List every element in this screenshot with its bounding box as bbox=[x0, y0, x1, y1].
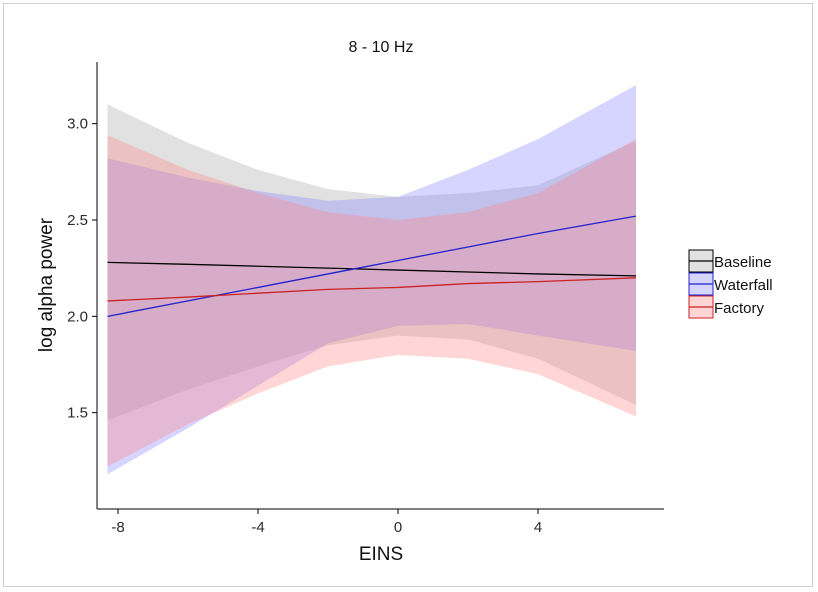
plot-title: 8 - 10 Hz bbox=[349, 39, 414, 56]
x-tick-label: -8 bbox=[111, 519, 124, 536]
legend-label-factory: Factory bbox=[714, 300, 765, 317]
x-tick-label: 4 bbox=[534, 519, 542, 536]
y-tick-label: 2.5 bbox=[67, 212, 88, 229]
band-waterfall bbox=[107, 85, 636, 475]
band-factory bbox=[107, 135, 636, 467]
line-waterfall bbox=[107, 215, 637, 317]
y-tick-label: 2.0 bbox=[67, 308, 88, 325]
legend: Baseline Waterfall Factory bbox=[688, 249, 773, 319]
y-tick-label: 3.0 bbox=[67, 116, 88, 133]
x-ticks: -8 -4 0 4 bbox=[111, 509, 542, 536]
y-axis-title: log alpha power bbox=[36, 217, 57, 352]
line-factory bbox=[107, 277, 637, 302]
band-baseline bbox=[107, 104, 636, 421]
line-baseline bbox=[107, 261, 637, 277]
x-tick-label: 0 bbox=[394, 519, 402, 536]
y-ticks: 1.5 2.0 2.5 3.0 bbox=[67, 116, 97, 422]
legend-label-waterfall: Waterfall bbox=[714, 277, 773, 294]
x-tick-label: -4 bbox=[251, 519, 264, 536]
x-axis-title: EINS bbox=[359, 544, 403, 565]
y-tick-label: 1.5 bbox=[67, 405, 88, 422]
legend-label-baseline: Baseline bbox=[714, 254, 772, 271]
figure-frame bbox=[3, 3, 813, 587]
regression-lines bbox=[107, 215, 637, 317]
confidence-bands bbox=[107, 85, 636, 475]
